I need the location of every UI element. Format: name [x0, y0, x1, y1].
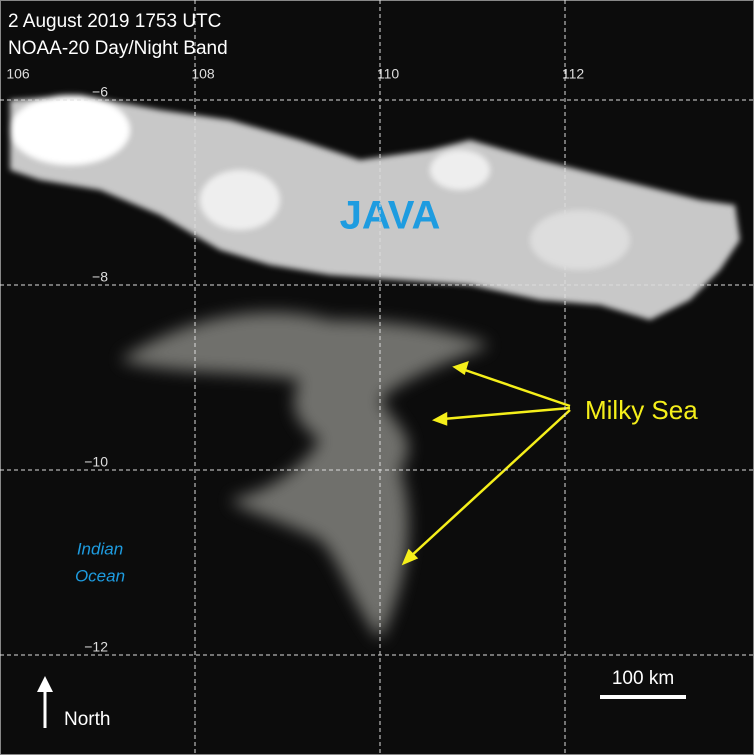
scale-bar [600, 695, 686, 699]
longitude-label: 112 [562, 66, 585, 82]
pointer-arrows [401, 361, 571, 566]
longitude-label: 108 [191, 66, 215, 82]
scale-label: 100 km [612, 668, 674, 689]
title-line: NOAA-20 Day/Night Band [8, 38, 228, 59]
latitude-label: −6 [92, 84, 108, 100]
ocean-label: Indian [77, 539, 123, 558]
ocean-label: Ocean [75, 566, 125, 585]
north-arrow [37, 676, 53, 728]
latitude-label: −10 [84, 454, 108, 470]
milky-sea-glow [120, 312, 490, 640]
milky-sea-label: Milky Sea [585, 395, 698, 425]
latitude-label: −12 [84, 639, 108, 655]
title-line: 2 August 2019 1753 UTC [8, 11, 221, 32]
java-lights [10, 95, 740, 320]
latitude-label: −8 [92, 269, 108, 285]
longitude-label: 106 [6, 66, 30, 82]
north-label: North [64, 709, 110, 730]
longitude-label: 110 [377, 66, 400, 82]
island-label: JAVA [340, 194, 441, 238]
